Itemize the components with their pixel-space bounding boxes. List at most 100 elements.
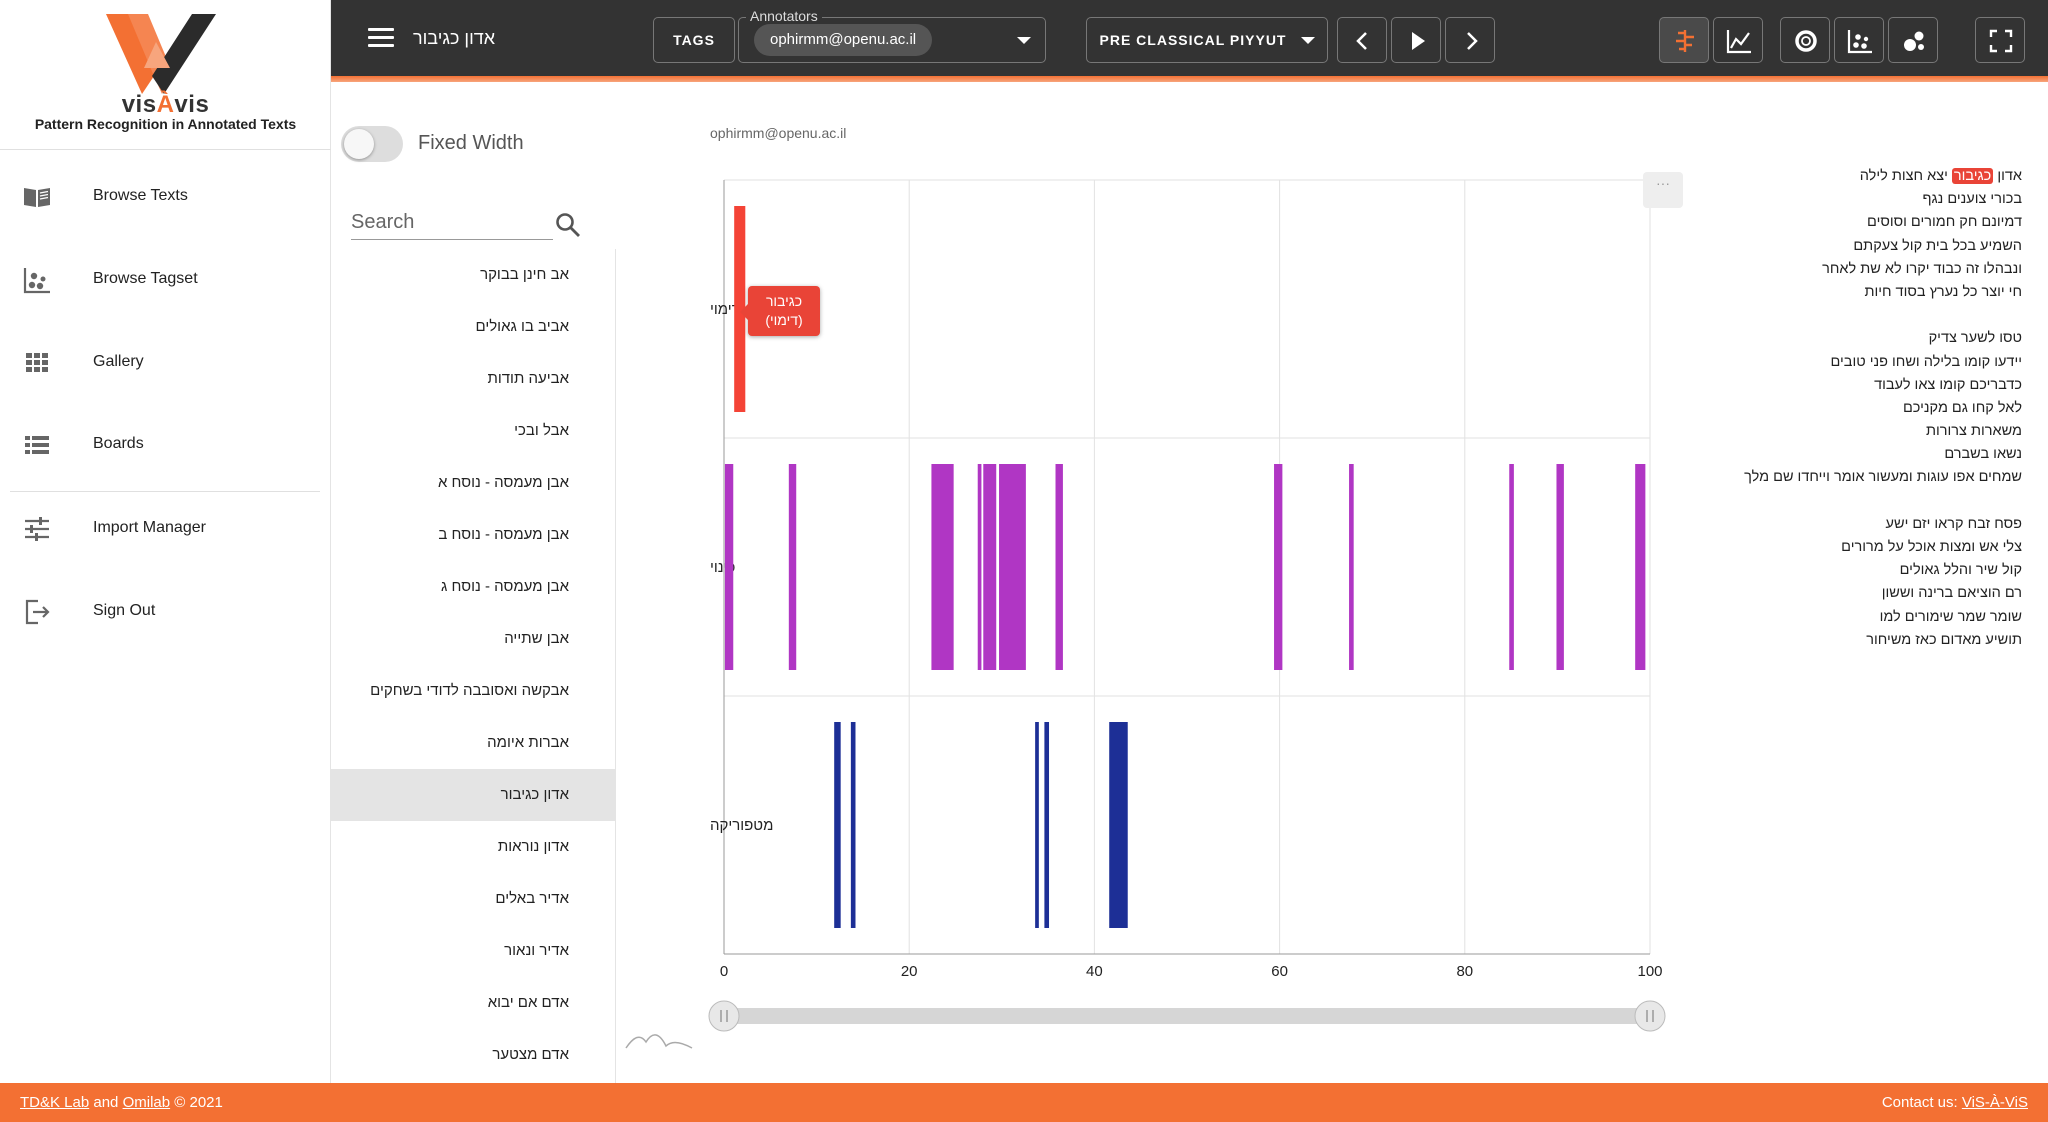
list-item[interactable]: אביעה תודות	[331, 353, 615, 405]
row-label: מטפוריקה	[710, 817, 773, 834]
donut-chart-view-button[interactable]	[1780, 17, 1830, 63]
slider-grip-icon	[720, 1010, 728, 1022]
list-item-label: אברות איומה	[487, 734, 569, 751]
contact-link[interactable]: ViS-À-ViS	[1961, 1094, 2028, 1111]
search-icon[interactable]	[555, 212, 581, 238]
scatter-icon	[1847, 30, 1872, 54]
sidebar-item-gallery[interactable]: Gallery	[0, 332, 331, 392]
list-item[interactable]: אדם אם יבוא	[331, 977, 615, 1029]
tag-span-bar[interactable]	[1035, 722, 1039, 928]
tag-span-bar[interactable]	[1556, 464, 1564, 670]
sidebar-item-label: Sign Out	[93, 602, 156, 619]
density-curve-icon[interactable]	[625, 1034, 693, 1049]
tag-span-bar[interactable]	[788, 464, 797, 670]
range-slider-handle[interactable]	[1634, 1000, 1666, 1032]
sidebar-item-browse-texts[interactable]: Browse Texts	[0, 166, 331, 226]
list-item[interactable]: אביב בו גאולים	[331, 301, 615, 353]
x-tick-label: 20	[901, 963, 918, 980]
line-chart-view-button[interactable]	[1713, 17, 1763, 63]
range-slider-handle[interactable]	[708, 1000, 740, 1032]
list-item[interactable]: אדון כגיבור	[331, 769, 615, 821]
list-item[interactable]: אדון נוראות	[331, 821, 615, 873]
tag-span-bar[interactable]	[983, 464, 997, 670]
chevron-left-icon	[1356, 32, 1367, 50]
list-item[interactable]: אבן מעמסה - נוסח א	[331, 457, 615, 509]
poem-line	[1700, 304, 2022, 327]
sidebar-item-label: Import Manager	[93, 519, 206, 536]
list-item[interactable]: אדיר ונאור	[331, 925, 615, 977]
list-item[interactable]: אבל ובכי	[331, 405, 615, 457]
tag-timeline-view-button[interactable]	[1659, 17, 1709, 63]
fixed-width-toggle[interactable]	[341, 126, 403, 162]
corpus-select-button[interactable]: PRE CLASSICAL PIYYUT	[1086, 17, 1328, 63]
x-tick-label: 80	[1456, 963, 1473, 980]
tags-button[interactable]: TAGS	[653, 17, 735, 63]
poem-line: שמחים אפו עוגות ומעשור אומר וייחדו שם מל…	[1744, 469, 2022, 486]
span-tooltip: כגיבור (דימוי)	[740, 286, 820, 336]
footer-copyright: © 2021	[170, 1094, 223, 1111]
sidebar-item-boards[interactable]: Boards	[0, 414, 331, 474]
list-item[interactable]: אברות איומה	[331, 717, 615, 769]
scatter-view-button[interactable]	[1834, 17, 1884, 63]
tag-span-bar[interactable]	[1274, 464, 1283, 670]
fullscreen-button[interactable]	[1975, 17, 2025, 63]
dropdown-caret-icon[interactable]	[1017, 37, 1031, 44]
tooltip-word: כגיבור	[765, 293, 803, 309]
footer-and: and	[89, 1094, 123, 1111]
tag-span-bar[interactable]	[1055, 464, 1063, 670]
tag-span-bar[interactable]	[1349, 464, 1354, 670]
row-label: דימוי	[710, 301, 740, 318]
x-tick-label: 60	[1271, 963, 1288, 980]
list-item[interactable]: אבן שתייה	[331, 613, 615, 665]
td-k-lab-link[interactable]: TD&K Lab	[20, 1094, 90, 1111]
list-item-label: אביעה תודות	[487, 370, 569, 387]
list-item[interactable]: אבן מעמסה - נוסח ג	[331, 561, 615, 613]
hamburger-menu-icon[interactable]	[368, 28, 394, 50]
list-item[interactable]: אדם מצטער	[331, 1029, 615, 1081]
sidebar-item-import-manager[interactable]: Import Manager	[0, 498, 331, 558]
tag-span-bar[interactable]	[1044, 722, 1050, 928]
annotators-select[interactable]: Annotators ophirmm@openu.ac.il	[738, 8, 1046, 63]
tag-span-bar[interactable]	[724, 464, 734, 670]
search-input[interactable]	[351, 206, 551, 238]
list-item[interactable]: אבן מעמסה - נוסח ב	[331, 509, 615, 561]
tooltip-tag: (דימוי)	[765, 312, 803, 328]
next-button[interactable]	[1445, 17, 1495, 63]
play-icon	[1412, 32, 1425, 50]
poem-line: כדבריכם קומו צאו לעבוד	[1874, 376, 2022, 393]
annotators-legend: Annotators	[746, 8, 822, 24]
play-button[interactable]	[1391, 17, 1441, 63]
poem-line: שומר שמר שימורים למו	[1879, 608, 2022, 625]
list-item[interactable]: אדיר באלים	[331, 873, 615, 925]
sidebar-item-sign-out[interactable]: Sign Out	[0, 581, 331, 641]
tag-span-bar[interactable]	[931, 464, 954, 670]
tag-span-bar[interactable]	[734, 206, 746, 412]
list-item[interactable]: אבקשה ואסובבה לדודי בשחקים	[331, 665, 615, 717]
tag-span-bar[interactable]	[1635, 464, 1646, 670]
app-name: visÀvis	[121, 91, 210, 118]
tag-span-bar[interactable]	[834, 722, 841, 928]
tag-span-bar[interactable]	[1109, 722, 1128, 928]
bubbles-view-button[interactable]	[1888, 17, 1938, 63]
poem-line: רם הוציאם ברינה וששון	[1881, 585, 2022, 602]
list-item-label: אדון כגיבור	[500, 786, 569, 803]
omilab-link[interactable]: Omilab	[122, 1094, 171, 1111]
sign-out-icon	[25, 599, 50, 625]
app-logo[interactable]: visÀvis Pattern Recognition in Annotated…	[0, 0, 331, 150]
chart-menu-button[interactable]: ···	[1643, 172, 1683, 208]
list-item-label: אדיר באלים	[495, 890, 569, 907]
sidebar-item-label: Gallery	[93, 353, 144, 370]
poem-line: השמיע בכל בית קול צעקתם	[1853, 237, 2022, 254]
list-item-label: אבן מעמסה - נוסח א	[437, 474, 569, 491]
tag-span-bar[interactable]	[999, 464, 1026, 670]
tag-span-bar[interactable]	[977, 464, 982, 670]
tag-span-bar[interactable]	[850, 722, 856, 928]
list-item[interactable]: אב חינן בבוקר	[331, 249, 615, 301]
annotator-chip[interactable]: ophirmm@openu.ac.il	[754, 24, 933, 56]
previous-button[interactable]	[1337, 17, 1387, 63]
list-item-label: אבן מעמסה - נוסח ב	[438, 526, 569, 543]
tag-span-bar[interactable]	[1509, 464, 1514, 670]
highlighted-word[interactable]: כגיבור	[1951, 168, 1994, 184]
sidebar-item-browse-tagset[interactable]: Browse Tagset	[0, 249, 331, 309]
range-slider-track[interactable]	[724, 1008, 1650, 1024]
